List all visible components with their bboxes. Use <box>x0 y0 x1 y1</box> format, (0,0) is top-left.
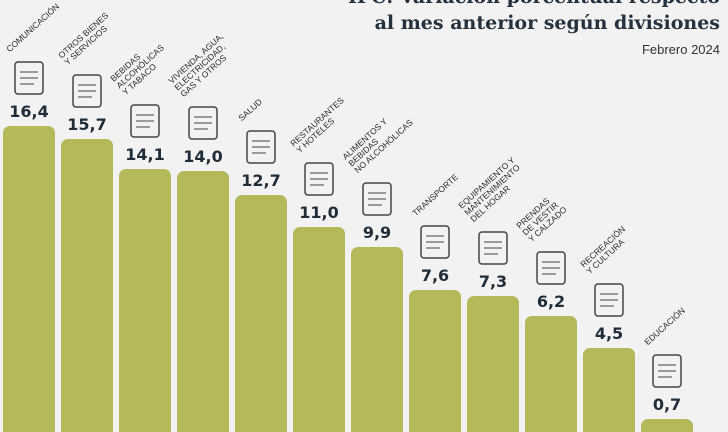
category-label: Educación <box>642 305 687 347</box>
bar-chart: 16,4 Comunicación 15,7 Otros bienes y servic… <box>3 1 693 432</box>
data-label: 12,7 <box>241 171 281 191</box>
data-label: 14,1 <box>125 144 165 164</box>
bar <box>61 139 113 432</box>
bar <box>583 348 635 432</box>
chart-title: IPC: Variación porcentual respecto <box>348 0 720 8</box>
data-label: 6,2 <box>536 292 566 312</box>
bar <box>351 247 403 432</box>
bar <box>293 226 345 432</box>
diploma-icon <box>645 351 689 391</box>
hospital-icon <box>239 127 283 167</box>
category-label: Bebidas alcohólicas y tabaco <box>108 42 166 97</box>
data-label: 0,7 <box>652 394 682 414</box>
category-label: Equipamiento y mantenimiento del hogar <box>456 154 522 224</box>
data-label: 11,0 <box>299 202 339 222</box>
category-label: Transporte <box>410 171 461 219</box>
category-label: Vivienda, agua, electricidad, gas y otros <box>166 30 229 99</box>
category-label: Salud <box>236 96 265 124</box>
data-label: 15,7 <box>67 115 107 135</box>
data-label: 9,9 <box>362 223 392 243</box>
house-document-icon <box>181 103 225 143</box>
data-label: 14,0 <box>183 146 223 166</box>
bar <box>525 316 577 432</box>
plate-cutlery-icon <box>297 159 341 199</box>
bar <box>119 168 171 432</box>
bar <box>467 295 519 432</box>
bar <box>409 290 461 432</box>
clothes-icon <box>529 248 573 288</box>
category-label: Comunicación <box>4 1 62 54</box>
data-label: 16,4 <box>9 101 49 121</box>
bottle-glass-icon <box>123 101 167 141</box>
chart-subtitle: Febrero 2024 <box>641 42 720 57</box>
camera-icon <box>587 280 631 320</box>
phone-icon <box>7 58 51 98</box>
bar <box>235 195 287 432</box>
category-label: Recreación y cultura <box>578 223 628 277</box>
food-basket-icon <box>355 179 399 219</box>
category-label: Alimentos y bebidas no alcohólicas <box>340 116 415 176</box>
bar <box>177 170 229 432</box>
scissors-ribbon-icon <box>65 71 109 111</box>
microwave-icon <box>471 228 515 268</box>
category-label: Prendas de vestir y calzado <box>514 195 569 245</box>
bar <box>3 125 55 432</box>
bar <box>641 418 693 432</box>
bus-icon <box>413 222 457 262</box>
chart-title-line2: al mes anterior según divisiones <box>374 12 720 34</box>
category-label: Restaurantes y hoteles <box>288 94 346 155</box>
data-label: 4,5 <box>594 324 624 344</box>
data-label: 7,6 <box>420 266 450 286</box>
data-label: 7,3 <box>478 271 508 291</box>
category-label: Otros bienes y servicios <box>56 10 111 68</box>
